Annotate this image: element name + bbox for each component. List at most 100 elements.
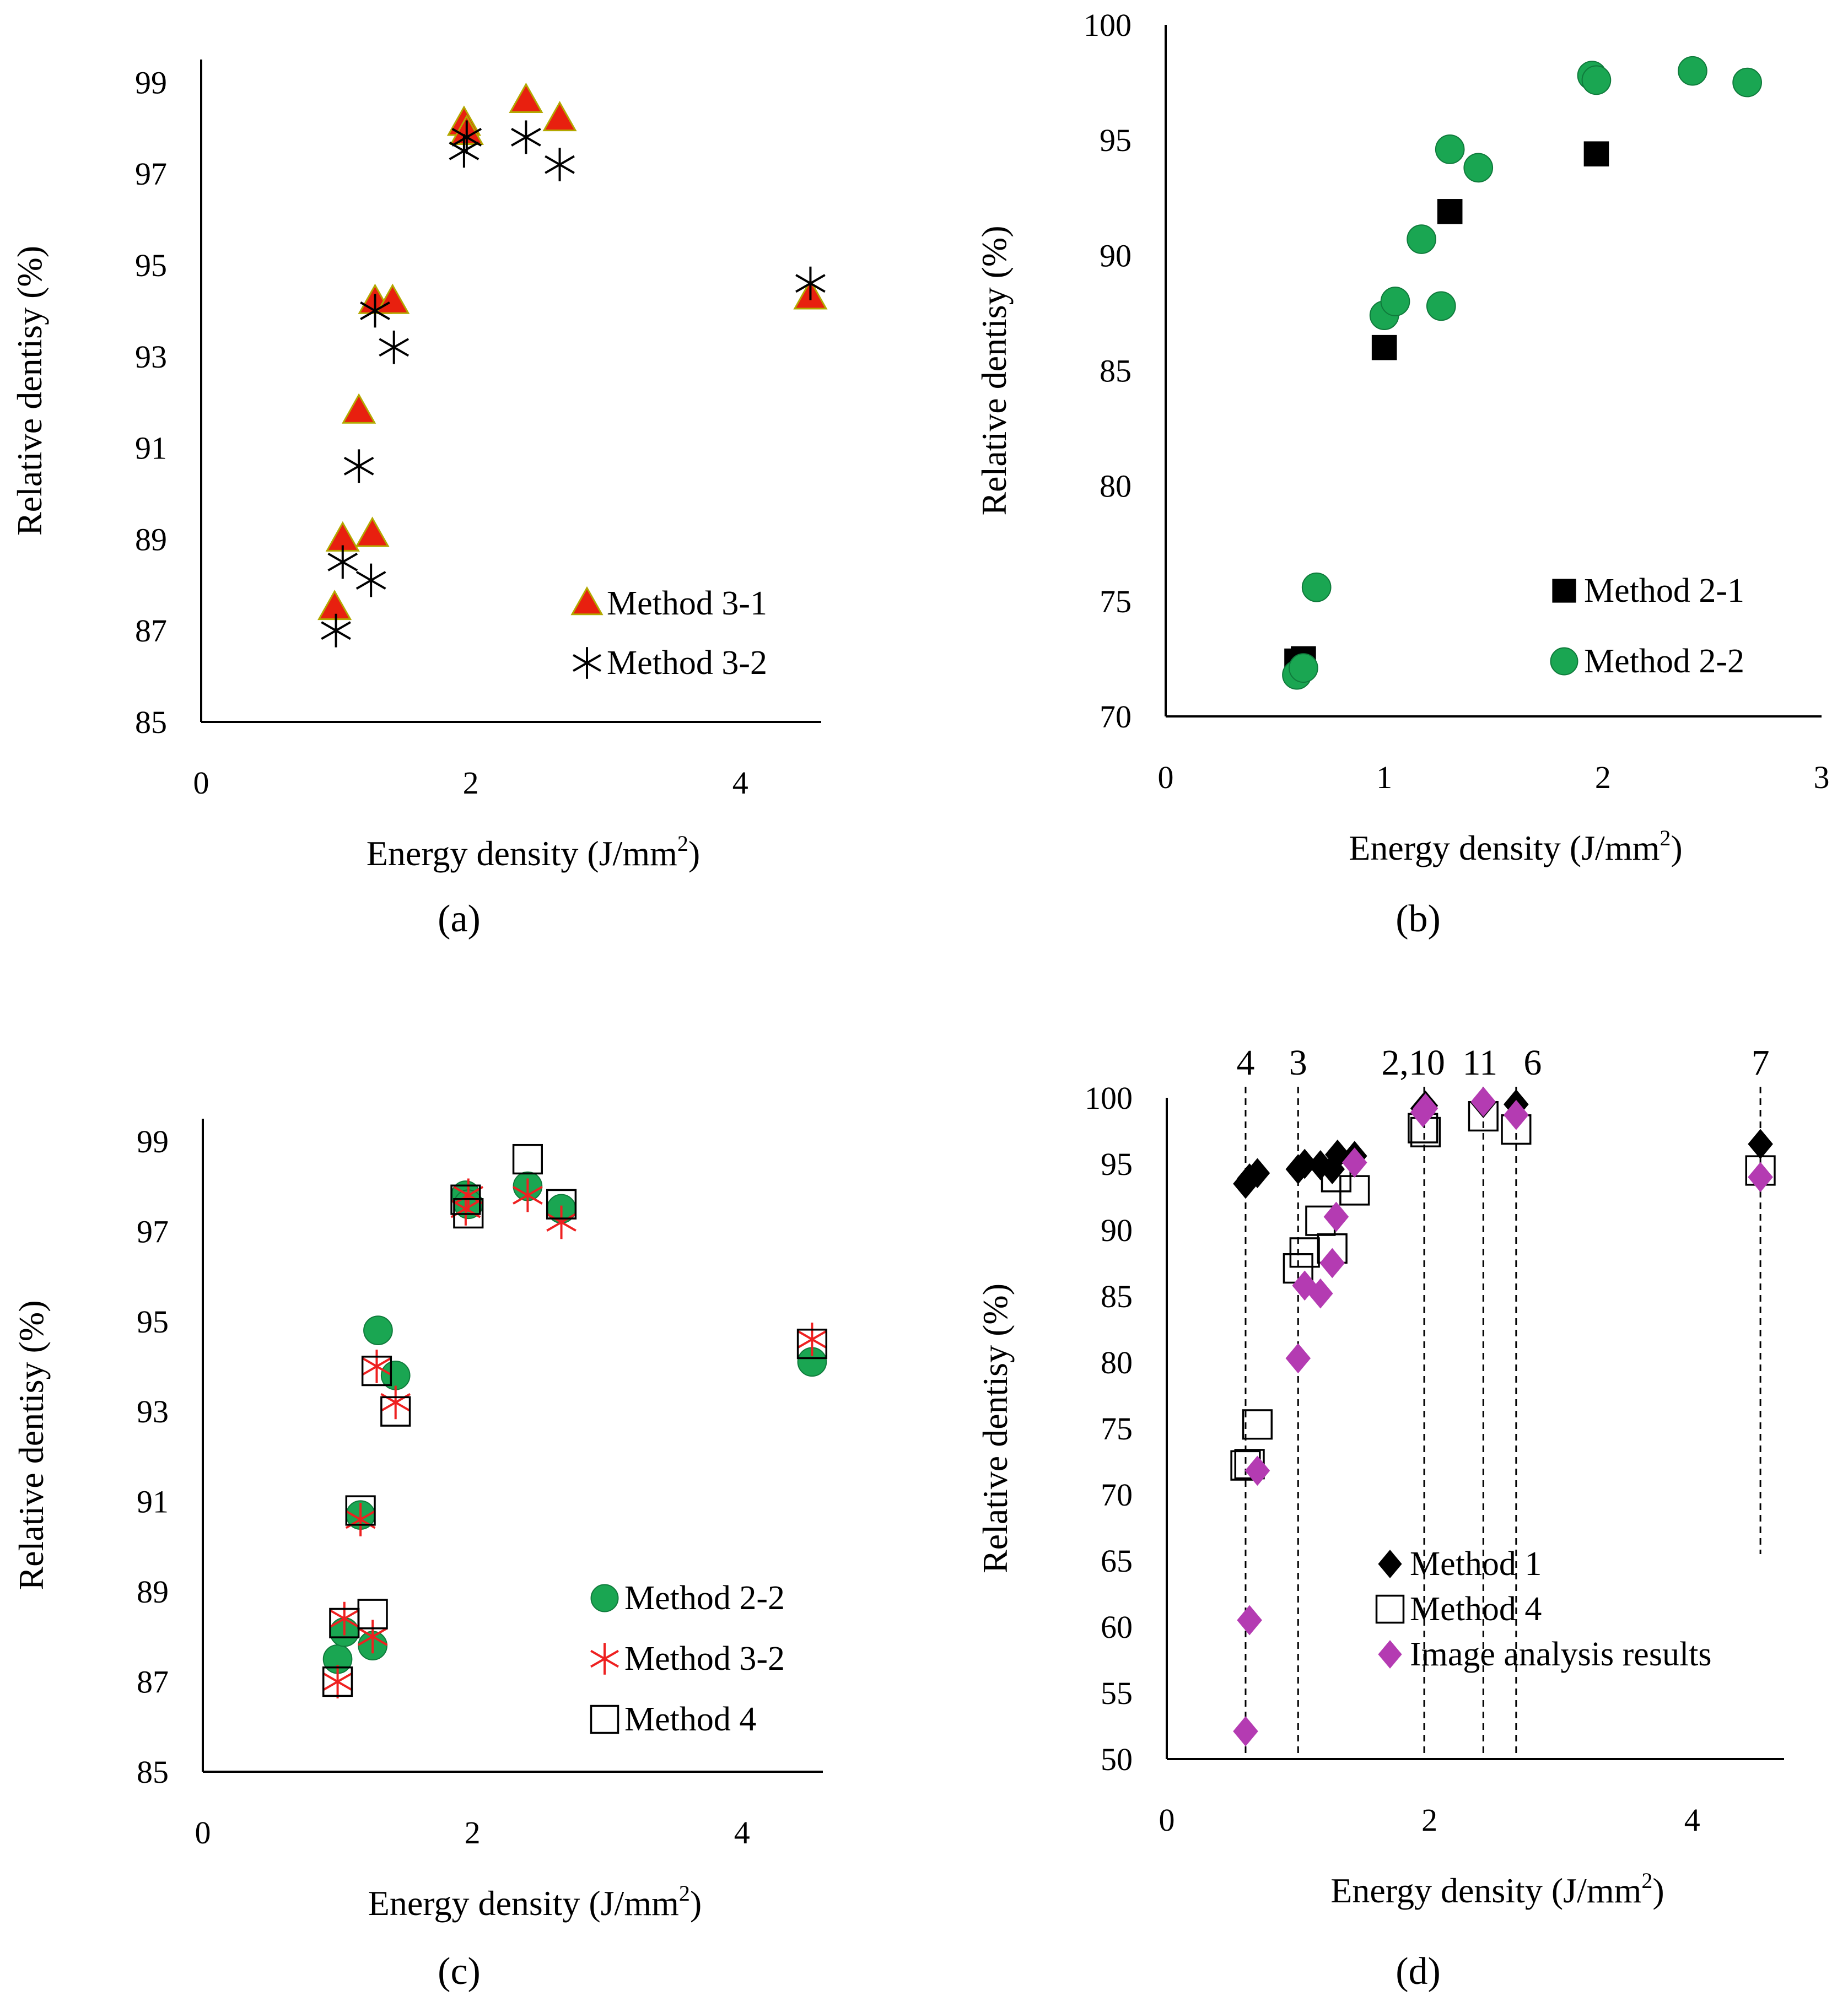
data-point bbox=[1581, 65, 1612, 95]
data-point bbox=[1308, 1150, 1333, 1180]
y-tick-label: 100 bbox=[1085, 1080, 1133, 1116]
data-point bbox=[1244, 1158, 1270, 1189]
series-method-3-2 bbox=[321, 120, 826, 648]
legend-marker bbox=[1552, 579, 1576, 603]
legend-marker bbox=[1550, 647, 1578, 676]
legend-marker bbox=[1375, 1594, 1405, 1624]
x-tick-label: 4 bbox=[732, 765, 748, 801]
data-point bbox=[327, 545, 358, 579]
legend-label: Method 3-1 bbox=[607, 585, 767, 622]
legend-marker bbox=[573, 647, 601, 679]
data-point bbox=[1413, 1093, 1438, 1124]
legend-marker bbox=[1378, 1550, 1402, 1578]
data-point bbox=[1678, 56, 1707, 86]
legend-marker bbox=[570, 586, 604, 616]
y-tick-label: 87 bbox=[137, 1664, 169, 1700]
data-point bbox=[796, 1329, 828, 1360]
y-tick-label: 65 bbox=[1101, 1543, 1133, 1579]
legend-marker bbox=[1378, 1640, 1402, 1669]
legend-marker bbox=[590, 1584, 619, 1612]
y-tick-label: 93 bbox=[137, 1394, 169, 1430]
data-point bbox=[1380, 287, 1410, 316]
data-point bbox=[379, 330, 410, 364]
y-tick-label: 75 bbox=[1101, 1411, 1133, 1447]
data-point bbox=[342, 393, 376, 424]
x-tick-label: 1 bbox=[1376, 759, 1392, 795]
data-point bbox=[453, 1198, 484, 1229]
data-point bbox=[345, 1495, 376, 1526]
data-point bbox=[1748, 1162, 1773, 1193]
panel-b: 70 75 80 85 90 95 100 0 1 2 3 Energy density (J/mm2… bbox=[974, 7, 1830, 940]
data-point bbox=[1319, 1248, 1345, 1279]
x-axis-title: Energy density (J/mm2) bbox=[1330, 1868, 1664, 1910]
data-point bbox=[1748, 1129, 1773, 1159]
data-point bbox=[453, 1178, 484, 1212]
guide-label: 7 bbox=[1752, 1043, 1770, 1083]
data-point bbox=[1437, 199, 1463, 224]
data-point bbox=[1323, 1201, 1349, 1232]
x-tick-label: 0 bbox=[195, 1815, 211, 1851]
data-point bbox=[1435, 134, 1465, 164]
data-point bbox=[1426, 291, 1456, 321]
panel-label: (b) bbox=[1396, 898, 1441, 940]
data-point bbox=[361, 1356, 392, 1387]
legend-label: Method 4 bbox=[1410, 1590, 1542, 1628]
guide-label: 3 bbox=[1289, 1043, 1307, 1083]
x-tick-label: 3 bbox=[1814, 759, 1830, 795]
data-point bbox=[1583, 141, 1609, 167]
y-tick-label: 87 bbox=[135, 613, 167, 649]
data-point bbox=[542, 101, 577, 132]
y-tick-label: 90 bbox=[1100, 238, 1132, 273]
data-point bbox=[1301, 572, 1332, 602]
y-tick-label: 93 bbox=[135, 339, 167, 375]
y-tick-label: 100 bbox=[1084, 7, 1132, 43]
legend-label: Method 3-2 bbox=[624, 1640, 785, 1677]
data-point bbox=[380, 1385, 411, 1420]
series-image-analysis-results bbox=[1233, 1086, 1773, 1746]
data-point bbox=[545, 148, 575, 182]
legend-marker bbox=[590, 1704, 619, 1734]
y-tick-label: 95 bbox=[1100, 122, 1132, 158]
data-point bbox=[380, 1396, 411, 1427]
y-axis-title: Relative dentisy (%) bbox=[10, 246, 49, 536]
data-point bbox=[329, 1601, 360, 1636]
data-point bbox=[355, 516, 390, 547]
data-point bbox=[1371, 335, 1397, 360]
data-point bbox=[1233, 1716, 1258, 1746]
legend-label: Method 4 bbox=[624, 1701, 756, 1738]
y-axis-title: Relative dentisy (%) bbox=[12, 1300, 51, 1590]
data-point bbox=[1504, 1099, 1529, 1130]
y-tick-label: 70 bbox=[1100, 699, 1132, 735]
data-point bbox=[1470, 1086, 1496, 1117]
legend-marker bbox=[590, 1643, 619, 1675]
y-tick-label: 97 bbox=[137, 1213, 169, 1249]
data-point bbox=[546, 1205, 577, 1239]
panel-label: (a) bbox=[438, 898, 481, 940]
guide-label: 2,10 bbox=[1381, 1043, 1445, 1083]
series-method-2-2 bbox=[1282, 56, 1762, 690]
data-point bbox=[357, 1620, 388, 1654]
data-point bbox=[1321, 1162, 1351, 1193]
data-point bbox=[1339, 1175, 1370, 1206]
legend-label: Method 3-2 bbox=[607, 644, 767, 682]
data-point bbox=[343, 449, 374, 483]
data-point bbox=[1289, 653, 1318, 683]
data-point bbox=[360, 294, 390, 328]
x-axis-title: Energy density (J/mm2) bbox=[1349, 826, 1682, 867]
data-point bbox=[797, 1323, 827, 1356]
data-point bbox=[1244, 1455, 1270, 1486]
y-tick-label: 95 bbox=[137, 1304, 169, 1340]
data-point bbox=[546, 1189, 577, 1220]
y-tick-label: 99 bbox=[137, 1124, 169, 1159]
y-tick-label: 85 bbox=[1101, 1279, 1133, 1314]
guide-label: 11 bbox=[1463, 1043, 1498, 1083]
x-tick-label: 0 bbox=[193, 765, 209, 801]
y-tick-label: 89 bbox=[137, 1574, 169, 1610]
y-tick-label: 91 bbox=[137, 1484, 169, 1520]
data-point bbox=[1289, 1237, 1320, 1268]
y-tick-label: 95 bbox=[135, 247, 167, 283]
guide-label: 6 bbox=[1523, 1043, 1542, 1083]
y-tick-label: 89 bbox=[135, 521, 167, 557]
data-point bbox=[321, 613, 351, 648]
